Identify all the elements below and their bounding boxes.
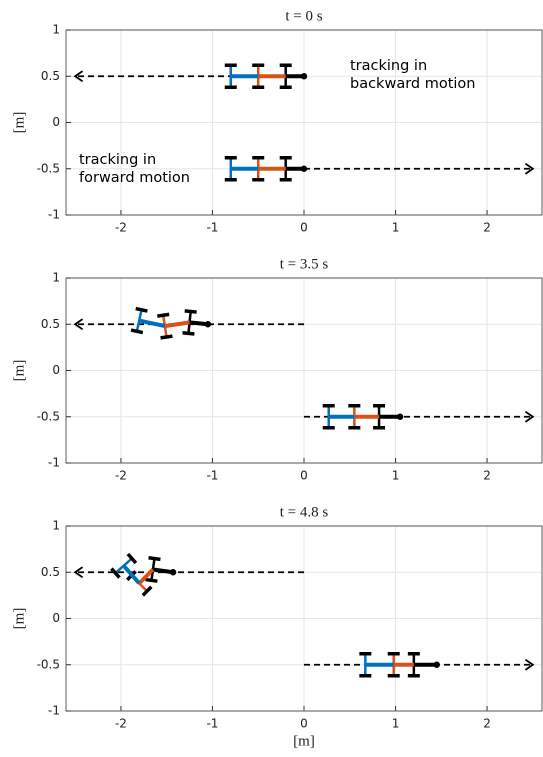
arrow-head [73,318,84,331]
y-tick-label: -1 [48,456,60,470]
wheel [157,312,170,318]
wheel [135,306,148,313]
annotation: backward motion [350,76,476,92]
annotation: tracking in [79,152,156,168]
y-tick-label: 0 [52,611,60,625]
chart-title: t = 3.5 s [280,256,329,272]
wheel [110,567,121,579]
y-tick-label: 0 [52,363,60,377]
x-tick-label: 1 [392,469,400,483]
wheel [126,552,138,565]
wheel [184,309,197,314]
wheel [145,577,158,583]
arrow-head [524,410,535,423]
y-tick-label: 0 [52,115,60,129]
hitch-point [396,413,404,420]
y-tick-label: 1 [52,519,60,533]
y-tick-label: -0.5 [37,161,60,175]
y-tick-label: 1 [52,23,60,37]
chart-title: t = 4.8 s [280,504,329,520]
y-tick-label: -0.5 [37,409,60,423]
x-tick-label: 2 [483,717,491,731]
y-tick-label: 1 [52,271,60,285]
x-tick-label: -1 [206,469,218,483]
y-tick-label: -0.5 [37,657,60,671]
x-tick-label: -2 [115,221,127,235]
arrow-head [73,70,84,83]
wheel [130,328,144,335]
hitch-point [169,569,177,576]
y-axis-label: [m] [11,608,27,630]
x-tick-label: -2 [115,717,127,731]
hitch-point [204,321,212,328]
x-tick-label: 2 [483,469,491,483]
arrow-head [524,658,535,671]
x-tick-label: -2 [115,469,127,483]
annotation: tracking in [350,58,427,74]
wheel [160,334,173,340]
x-tick-label: 1 [392,221,400,235]
vehicle-segment [152,567,174,575]
y-axis-label: [m] [11,360,27,382]
axes-box [65,29,543,216]
x-tick-label: -1 [206,221,218,235]
y-tick-label: 0.5 [41,69,60,83]
annotation: forward motion [79,170,190,186]
vehicle-segment [164,320,190,329]
x-axis-label: [m] [293,733,315,749]
hitch-point [300,165,308,172]
vehicle-segment [122,564,141,585]
vehicle-segment [137,568,155,585]
y-tick-label: 0.5 [41,565,60,579]
wheel [182,330,195,336]
arrow-head [73,566,84,579]
x-tick-label: -1 [206,717,218,731]
x-tick-label: 0 [300,221,308,235]
hitch-point [433,661,440,668]
hitch-point [300,73,308,80]
arrow-head [524,162,535,175]
x-tick-label: 1 [392,717,400,731]
x-tick-label: 2 [483,221,491,235]
chart-title: t = 0 s [285,8,322,24]
y-tick-label: 0.5 [41,317,60,331]
wheel [141,585,153,597]
wheel [148,556,161,562]
y-tick-label: -1 [48,704,60,718]
y-tick-label: -1 [48,208,60,222]
vehicle-segment [138,318,166,329]
axes-box [65,525,543,712]
x-tick-label: 0 [300,717,308,731]
x-tick-label: 0 [300,469,308,483]
y-axis-label: [m] [11,112,27,134]
axes-box [65,277,543,464]
